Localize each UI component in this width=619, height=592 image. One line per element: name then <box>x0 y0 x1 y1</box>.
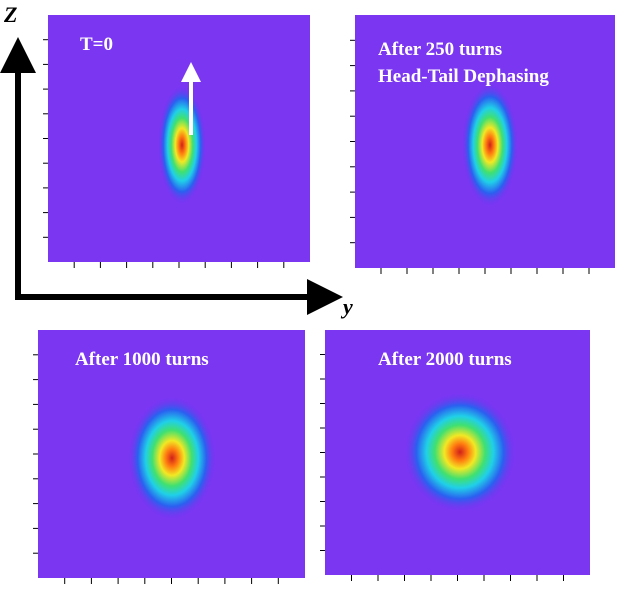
ticks <box>33 39 590 584</box>
beam <box>462 83 518 207</box>
beam <box>128 396 216 520</box>
panel-label: After 1000 turns <box>75 349 209 370</box>
y-label: y <box>340 294 353 319</box>
beam <box>158 85 206 205</box>
panel-label: After 2000 turns <box>378 349 512 370</box>
panel-label: T=0 <box>80 34 113 55</box>
panel-label: After 250 turns <box>378 39 502 60</box>
z-label: Z <box>3 2 17 27</box>
beam <box>404 392 516 512</box>
panel-sublabel: Head-Tail Dephasing <box>378 66 549 87</box>
